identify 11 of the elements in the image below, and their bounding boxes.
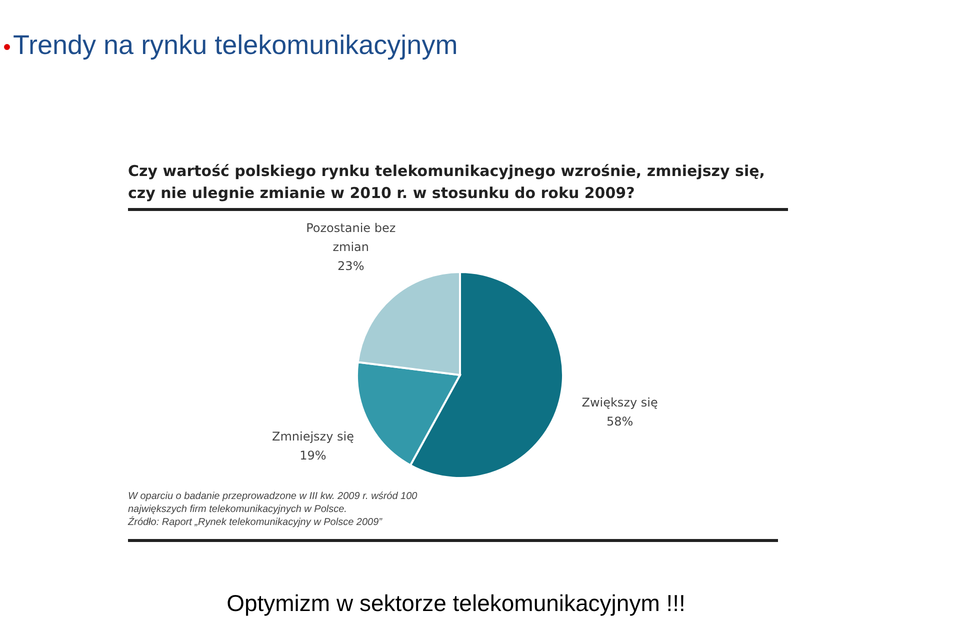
data-label: 58% <box>606 414 634 429</box>
chart-title: Trendy na rynku telekomunikacyjnym <box>12 30 458 61</box>
data-label: 23% <box>338 259 364 274</box>
slice-label: Zmniejszy się <box>272 429 354 444</box>
data-label: 19% <box>300 448 326 462</box>
slice-label: Zwiększy się <box>582 396 658 410</box>
slice-label: Pozostanie bez zmian <box>306 221 396 254</box>
chart-subtitle: Czy wartość polskiego rynku telekomunikacyjnego wzrośnie, zmniejszy się, czy nie ulegnie zmianie w 2010 r. w stosunku do roku 2009? <box>128 160 788 211</box>
text: W oparciu o badanie przeprowadzone w III kw. 2009 r. wśród 100 największych firm telekomunikacyjnych w Polsce. <box>128 490 418 516</box>
text: Źródło: Raport „Rynek telekomunikacyjny w Polsce 2009” <box>128 516 384 529</box>
text: Optymizm w sektorze telekomunikacyjnym !!! <box>226 590 686 617</box>
